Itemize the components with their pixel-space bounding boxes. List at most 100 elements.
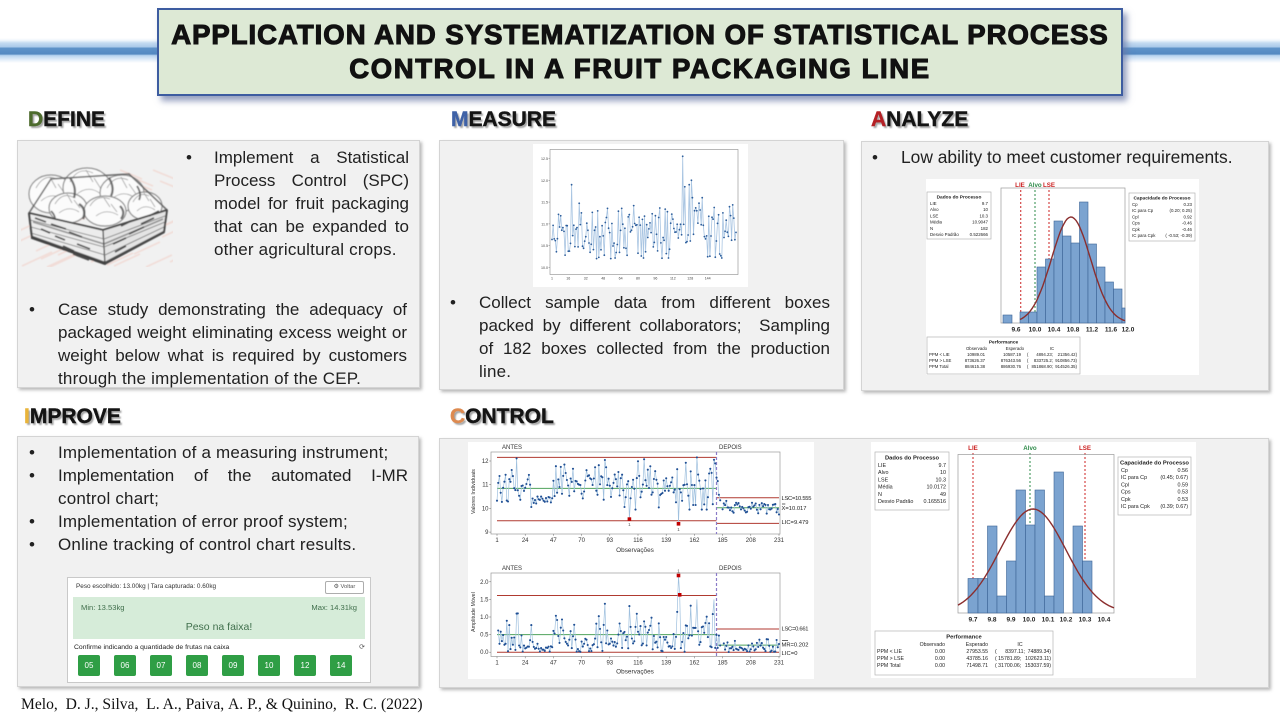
svg-text:Dados do Processo: Dados do Processo xyxy=(885,455,940,461)
svg-text:10: 10 xyxy=(940,470,946,476)
svg-text:Cps: Cps xyxy=(1132,221,1141,226)
svg-text:1.0: 1.0 xyxy=(480,615,489,621)
svg-text:2.0: 2.0 xyxy=(480,580,489,586)
svg-text:Alvo: Alvo xyxy=(930,207,939,212)
svg-text:-0.46: -0.46 xyxy=(1182,221,1193,226)
svg-text:876343.56: 876343.56 xyxy=(1001,358,1022,363)
svg-text:11.2: 11.2 xyxy=(1086,327,1099,334)
svg-text:Cpl: Cpl xyxy=(1121,482,1129,488)
svg-text:IC: IC xyxy=(1017,642,1022,648)
svg-text:DEPOIS: DEPOIS xyxy=(719,566,742,572)
svg-text:884615.38: 884615.38 xyxy=(965,364,986,369)
svg-text:886930.76: 886930.76 xyxy=(1001,364,1022,369)
svg-text:1: 1 xyxy=(628,522,631,527)
svg-text:Desvio Padrão: Desvio Padrão xyxy=(930,232,959,237)
svg-text:Observado: Observado xyxy=(966,346,988,351)
svg-text:10.0: 10.0 xyxy=(1023,617,1036,624)
svg-text:851868.90;: 851868.90; xyxy=(1031,364,1053,369)
svg-text:LSC=0.661: LSC=0.661 xyxy=(782,627,809,633)
svg-text:LIC=9.479: LIC=9.479 xyxy=(782,520,809,526)
svg-text:Esperado: Esperado xyxy=(1006,346,1025,351)
svg-text:Cp: Cp xyxy=(1132,202,1138,207)
svg-text:10.4: 10.4 xyxy=(1098,617,1111,624)
svg-text:PPM > LSE: PPM > LSE xyxy=(877,656,904,662)
svg-text:Capacidade do Processo: Capacidade do Processo xyxy=(1133,195,1190,201)
svg-text:PPM < LIE: PPM < LIE xyxy=(929,352,950,357)
svg-text:74889.34): 74889.34) xyxy=(1028,649,1052,655)
svg-text:(0.45; 0.67): (0.45; 0.67) xyxy=(1160,475,1188,481)
svg-text:(: ( xyxy=(1027,352,1029,357)
svg-text:910856.73): 910856.73) xyxy=(1055,358,1077,363)
svg-text:185: 185 xyxy=(718,538,729,544)
svg-text:Observado: Observado xyxy=(920,642,945,648)
svg-text:N: N xyxy=(878,492,882,498)
svg-text:4894.23;: 4894.23; xyxy=(1036,352,1053,357)
svg-text:(0.20; 0.25): (0.20; 0.25) xyxy=(1170,208,1193,213)
svg-text:9.9: 9.9 xyxy=(1006,617,1015,624)
svg-text:0.53: 0.53 xyxy=(1178,497,1189,503)
svg-text:Cpk: Cpk xyxy=(1121,497,1131,503)
svg-text:1: 1 xyxy=(495,661,499,667)
svg-text:1: 1 xyxy=(495,538,499,544)
svg-text:10.3: 10.3 xyxy=(936,477,947,483)
svg-text:PPM Total: PPM Total xyxy=(877,663,901,669)
svg-text:32: 32 xyxy=(584,277,588,281)
svg-text:27953.55: 27953.55 xyxy=(966,649,988,655)
svg-text:10: 10 xyxy=(482,506,489,512)
svg-text:IC para Cp: IC para Cp xyxy=(1121,475,1147,481)
svg-text:11.5: 11.5 xyxy=(541,201,548,205)
svg-text:8397.11;: 8397.11; xyxy=(1005,649,1025,655)
svg-text:12.0: 12.0 xyxy=(1122,327,1135,334)
svg-text:9.7: 9.7 xyxy=(968,617,977,624)
svg-text:Valores Individuais: Valores Individuais xyxy=(471,469,477,514)
svg-text:21356.42): 21356.42) xyxy=(1058,352,1078,357)
svg-text:12.5: 12.5 xyxy=(541,157,548,161)
svg-text:PPM Total: PPM Total xyxy=(929,364,949,369)
svg-text:0.53: 0.53 xyxy=(1178,490,1189,496)
svg-text:9.6: 9.6 xyxy=(1011,327,1020,334)
svg-text:10.1: 10.1 xyxy=(1042,617,1055,624)
svg-text:LSE: LSE xyxy=(1043,182,1055,189)
svg-text:-0.46: -0.46 xyxy=(1182,227,1193,232)
svg-text:0.5: 0.5 xyxy=(480,633,489,639)
svg-text:Esperado: Esperado xyxy=(966,642,988,648)
svg-text:LSE: LSE xyxy=(930,213,938,218)
svg-text:Alvo: Alvo xyxy=(878,470,889,476)
svg-text:Cps: Cps xyxy=(1121,490,1131,496)
svg-text:(: ( xyxy=(995,649,997,655)
svg-text:1: 1 xyxy=(677,569,680,574)
svg-text:ANTES: ANTES xyxy=(502,566,522,572)
svg-text:10.3: 10.3 xyxy=(979,213,988,218)
svg-text:0.23: 0.23 xyxy=(1183,202,1192,207)
svg-text:0.00: 0.00 xyxy=(935,663,945,669)
svg-text:Observações: Observações xyxy=(616,669,654,676)
svg-text:X=10.017: X=10.017 xyxy=(782,506,807,512)
svg-text:914526.35): 914526.35) xyxy=(1055,364,1077,369)
svg-text:Alvo: Alvo xyxy=(1023,445,1037,452)
svg-text:Capacidade do Processo: Capacidade do Processo xyxy=(1120,460,1189,466)
svg-text:PPM < LIE: PPM < LIE xyxy=(877,649,902,655)
svg-text:Performance: Performance xyxy=(989,339,1019,345)
svg-text:0.59: 0.59 xyxy=(1178,482,1189,488)
svg-text:11.0: 11.0 xyxy=(541,222,548,226)
svg-text:71498.71: 71498.71 xyxy=(966,663,988,669)
svg-text:Amplitude Móvel: Amplitude Móvel xyxy=(471,592,477,632)
svg-text:N: N xyxy=(930,226,933,231)
svg-text:112: 112 xyxy=(670,277,676,281)
svg-text:47: 47 xyxy=(550,538,557,544)
svg-text:43785.16: 43785.16 xyxy=(966,656,988,662)
svg-text:LIC=0: LIC=0 xyxy=(782,651,798,657)
svg-text:10.3: 10.3 xyxy=(1079,617,1092,624)
svg-text:70: 70 xyxy=(578,538,585,544)
svg-text:833725.2;: 833725.2; xyxy=(1034,358,1053,363)
svg-text:873626.37: 873626.37 xyxy=(965,358,986,363)
svg-text:96: 96 xyxy=(653,277,657,281)
svg-text:139: 139 xyxy=(661,661,672,667)
svg-text:Média: Média xyxy=(930,220,943,225)
svg-text:LSE: LSE xyxy=(1079,445,1091,452)
svg-text:10.4: 10.4 xyxy=(1048,327,1061,334)
svg-text:47: 47 xyxy=(550,661,557,667)
svg-text:128: 128 xyxy=(687,277,693,281)
svg-text:Cp: Cp xyxy=(1121,468,1128,474)
svg-text:139: 139 xyxy=(661,538,672,544)
